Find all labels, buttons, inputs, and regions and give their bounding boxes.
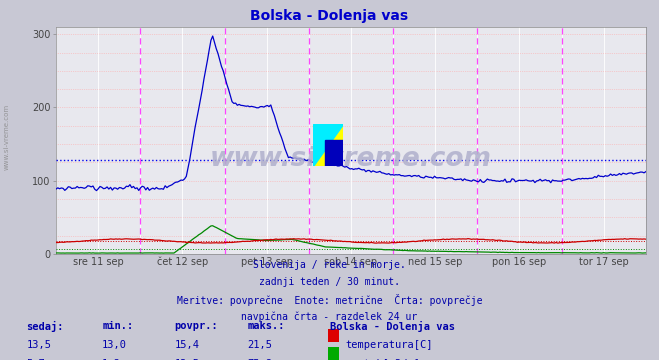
Text: min.:: min.:: [102, 321, 133, 331]
Text: 12,5: 12,5: [175, 359, 200, 360]
Text: zadnji teden / 30 minut.: zadnji teden / 30 minut.: [259, 277, 400, 287]
Text: 13,0: 13,0: [102, 340, 127, 350]
Text: 13,5: 13,5: [26, 340, 51, 350]
Text: Meritve: povprečne  Enote: metrične  Črta: povprečje: Meritve: povprečne Enote: metrične Črta:…: [177, 294, 482, 306]
Text: povpr.:: povpr.:: [175, 321, 218, 331]
Text: Bolska - Dolenja vas: Bolska - Dolenja vas: [330, 321, 455, 332]
Text: Slovenija / reke in morje.: Slovenija / reke in morje.: [253, 260, 406, 270]
Bar: [326, 140, 343, 166]
Text: sedaj:: sedaj:: [26, 321, 64, 332]
Polygon shape: [313, 124, 343, 166]
Text: navpična črta - razdelek 24 ur: navpična črta - razdelek 24 ur: [241, 312, 418, 322]
Text: pretok[m3/s]: pretok[m3/s]: [345, 359, 420, 360]
Text: Bolska - Dolenja vas: Bolska - Dolenja vas: [250, 9, 409, 23]
Text: 21,5: 21,5: [247, 340, 272, 350]
Text: temperatura[C]: temperatura[C]: [345, 340, 433, 350]
Text: 5,7: 5,7: [26, 359, 45, 360]
Text: www.si-vreme.com: www.si-vreme.com: [3, 104, 10, 170]
Polygon shape: [313, 124, 343, 166]
Text: 15,4: 15,4: [175, 340, 200, 350]
Text: 75,8: 75,8: [247, 359, 272, 360]
Text: maks.:: maks.:: [247, 321, 285, 331]
Text: 1,8: 1,8: [102, 359, 121, 360]
Text: www.si-vreme.com: www.si-vreme.com: [210, 145, 492, 172]
